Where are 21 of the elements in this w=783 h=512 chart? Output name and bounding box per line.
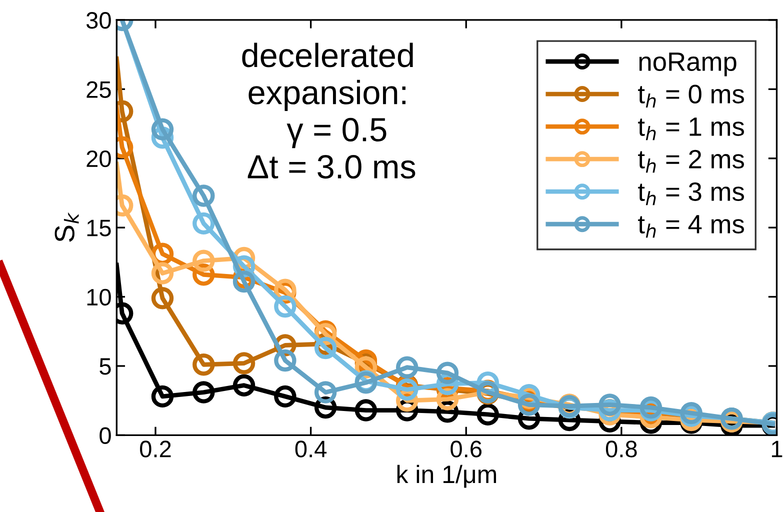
y-tick-label: 5	[100, 358, 111, 375]
x-tick-label: 0.2	[140, 440, 171, 458]
y-axis-title: S$_{k}$	[54, 212, 79, 242]
x-axis-title: k in 1/μm	[397, 464, 496, 488]
annotation: decelerated expansion: γ = 0.5 Δt = 3.0 ms	[242, 42, 416, 179]
legend-label: t$_{h}$ = 2 ms	[638, 150, 744, 173]
legend-label: noRamp	[639, 52, 736, 76]
y-tick-label: 0	[100, 427, 111, 444]
legend-label: t$_{h}$ = 3 ms	[638, 182, 744, 206]
y-tick-label: 15	[87, 220, 111, 236]
legend-label: t$_{h}$ = 4 ms	[638, 215, 744, 238]
x-tick-label: 0.8	[606, 440, 637, 458]
x-tick-label: 1	[772, 440, 782, 458]
y-tick-label: 20	[86, 150, 111, 168]
x-tick-label: 0.6	[450, 440, 482, 458]
y-tick-label: 10	[87, 288, 111, 306]
y-tick-label: 25	[86, 81, 111, 98]
legend-label: t$_{h}$ = 0 ms	[638, 84, 744, 108]
y-tick-label: 30	[86, 12, 111, 29]
legend-label: t$_{h}$ = 1 ms	[638, 118, 744, 140]
x-tick-label: 0.4	[295, 440, 327, 458]
